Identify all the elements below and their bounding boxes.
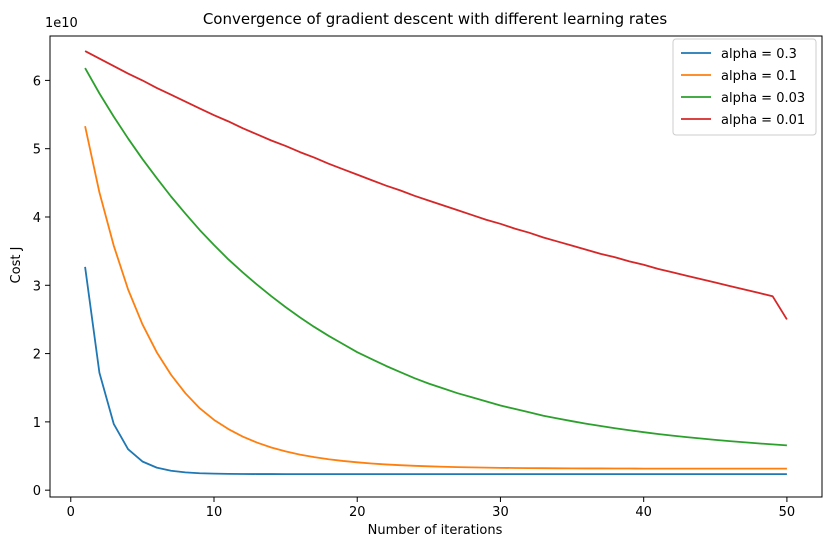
y-tick-label: 6: [33, 74, 41, 89]
legend-label-4: alpha = 0.01: [721, 113, 805, 128]
x-tick-label: 30: [492, 505, 509, 520]
plot-frame: [49, 35, 823, 498]
series-line-3: [84, 67, 787, 447]
series-line-4: [84, 50, 788, 320]
x-tick-label: 40: [635, 505, 652, 520]
series-line-2: [84, 125, 787, 470]
plot-area: 0 10 20 30 40 50 0 1 2 3 4 5 6: [33, 35, 823, 520]
y-tick-label: 3: [33, 279, 41, 294]
x-tick-label: 20: [349, 505, 366, 520]
x-tick-label: 0: [67, 505, 75, 520]
legend: alpha = 0.3 alpha = 0.1 alpha = 0.03 alpha …: [672, 38, 817, 136]
legend-label-3: alpha = 0.03: [721, 91, 805, 106]
y-tick-label: 4: [33, 211, 41, 226]
x-tick-label: 10: [206, 505, 223, 520]
y-tick-label: 1: [33, 416, 41, 431]
y-tick-label: 0: [33, 484, 41, 499]
y-tick-label: 5: [33, 143, 41, 158]
legend-label-1: alpha = 0.3: [721, 47, 797, 62]
y-offset-label: 1e10: [45, 16, 78, 31]
x-tick-label: 50: [779, 505, 796, 520]
chart-title: Convergence of gradient descent with dif…: [203, 10, 668, 28]
series-line-1: [84, 266, 787, 475]
y-axis-label: Cost J: [9, 247, 24, 284]
x-axis-label: Number of iterations: [368, 523, 503, 538]
legend-label-2: alpha = 0.1: [721, 69, 797, 84]
y-tick-label: 2: [33, 348, 41, 363]
legend-box: [672, 38, 817, 136]
